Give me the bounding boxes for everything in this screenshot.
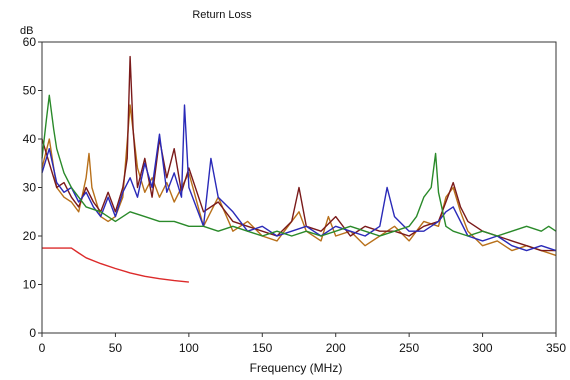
y-tick-label: 60 [23, 35, 37, 49]
x-tick-label: 200 [326, 341, 346, 355]
series-line-4 [41, 94, 557, 237]
y-axis-label: dB [20, 25, 33, 37]
y-tick-label: 50 [23, 84, 37, 98]
x-tick-label: 0 [39, 341, 46, 355]
axes: 0 10 20 30 40 50 60 0 50 100 150 200 250 300 350 [23, 35, 567, 355]
x-tick-label: 100 [179, 341, 199, 355]
x-tick-label: 300 [473, 341, 493, 355]
y-tick-label: 20 [23, 229, 37, 243]
x-tick-label: 150 [252, 341, 272, 355]
x-axis-label: Frequency (MHz) [250, 361, 343, 375]
y-tick-label: 10 [23, 278, 37, 292]
series-line-2 [41, 55, 556, 252]
y-tick-label: 40 [23, 132, 37, 146]
series-layer [41, 55, 557, 283]
y-tick-label: 30 [23, 181, 37, 195]
x-tick-label: 350 [546, 341, 566, 355]
chart-title: Return Loss [192, 9, 252, 21]
y-tick-label: 0 [29, 326, 36, 340]
x-tick-label: 50 [109, 341, 123, 355]
series-line-5 [42, 247, 189, 283]
x-tick-label: 250 [399, 341, 419, 355]
